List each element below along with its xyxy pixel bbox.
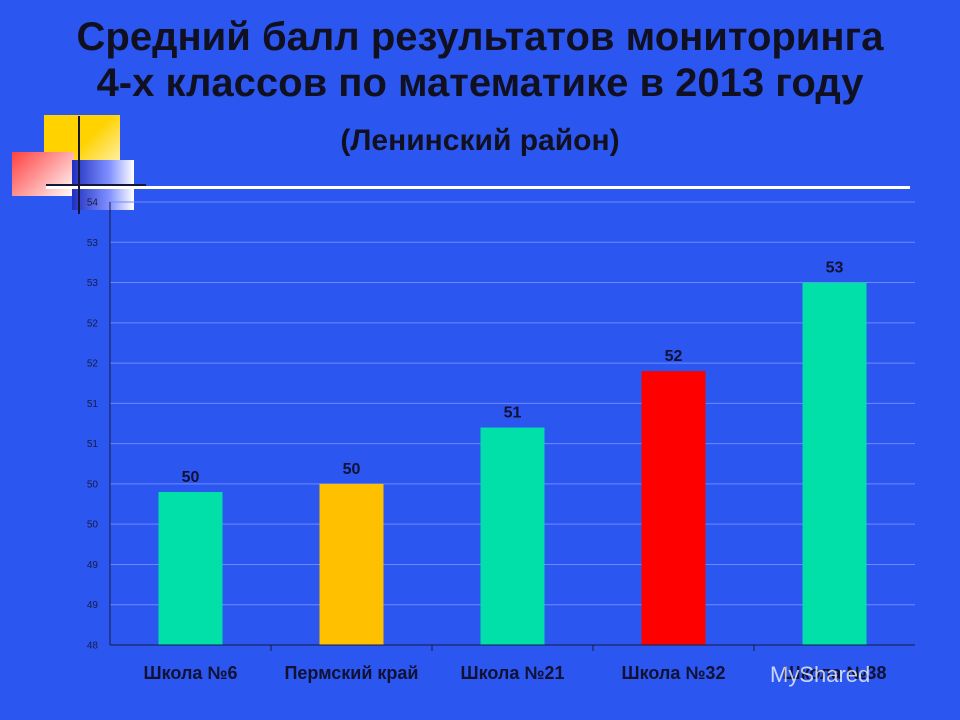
data-label: 50	[343, 461, 361, 478]
data-labels: 50 50 51 52 53	[182, 260, 844, 486]
y-tick-label: 51	[87, 439, 99, 450]
bar	[802, 282, 867, 645]
x-tick-label: Школа №38	[782, 663, 887, 683]
y-tick-label: 50	[87, 520, 99, 531]
x-tick-label: Школа №21	[460, 663, 565, 683]
y-tick-label: 53	[87, 238, 99, 249]
chart-title: Средний балл результатов мониторинга 4-х…	[0, 14, 960, 106]
data-label: 52	[665, 348, 683, 365]
title-line-2: 4-х классов по математике в 2013 году	[96, 61, 864, 105]
decor-white-rule	[46, 186, 910, 189]
x-tick-label: Школа №32	[621, 663, 726, 683]
chart-subtitle: (Ленинский район)	[0, 124, 960, 158]
y-axis-ticks: 48 49 49 50 50 51 51 52 52 53 53 54	[87, 198, 99, 652]
subtitle-text: (Ленинский район)	[340, 124, 620, 157]
y-tick-label: 52	[87, 318, 99, 329]
data-label: 53	[826, 260, 844, 277]
y-tick-label: 54	[87, 198, 99, 209]
bar	[158, 491, 223, 645]
watermark: MyShared	[770, 662, 871, 687]
bar	[641, 371, 706, 645]
x-tick-label: Пермский край	[284, 663, 419, 683]
chart-axes	[109, 202, 915, 651]
data-label: 50	[182, 469, 200, 486]
chart-bars	[158, 282, 867, 645]
data-label: 51	[504, 405, 522, 422]
decor-dark-rule	[46, 184, 146, 186]
y-tick-label: 50	[87, 479, 99, 490]
bar	[319, 483, 384, 645]
bar	[480, 427, 545, 645]
x-tick-label: Школа №6	[143, 663, 238, 683]
title-line-1: Средний балл результатов мониторинга	[76, 15, 884, 59]
y-tick-label: 48	[87, 641, 99, 652]
y-tick-label: 53	[87, 278, 99, 289]
decor-vertical-rule	[78, 116, 80, 214]
y-tick-label: 49	[87, 600, 99, 611]
y-tick-label: 49	[87, 560, 99, 571]
y-tick-label: 52	[87, 359, 99, 370]
y-tick-label: 51	[87, 399, 99, 410]
